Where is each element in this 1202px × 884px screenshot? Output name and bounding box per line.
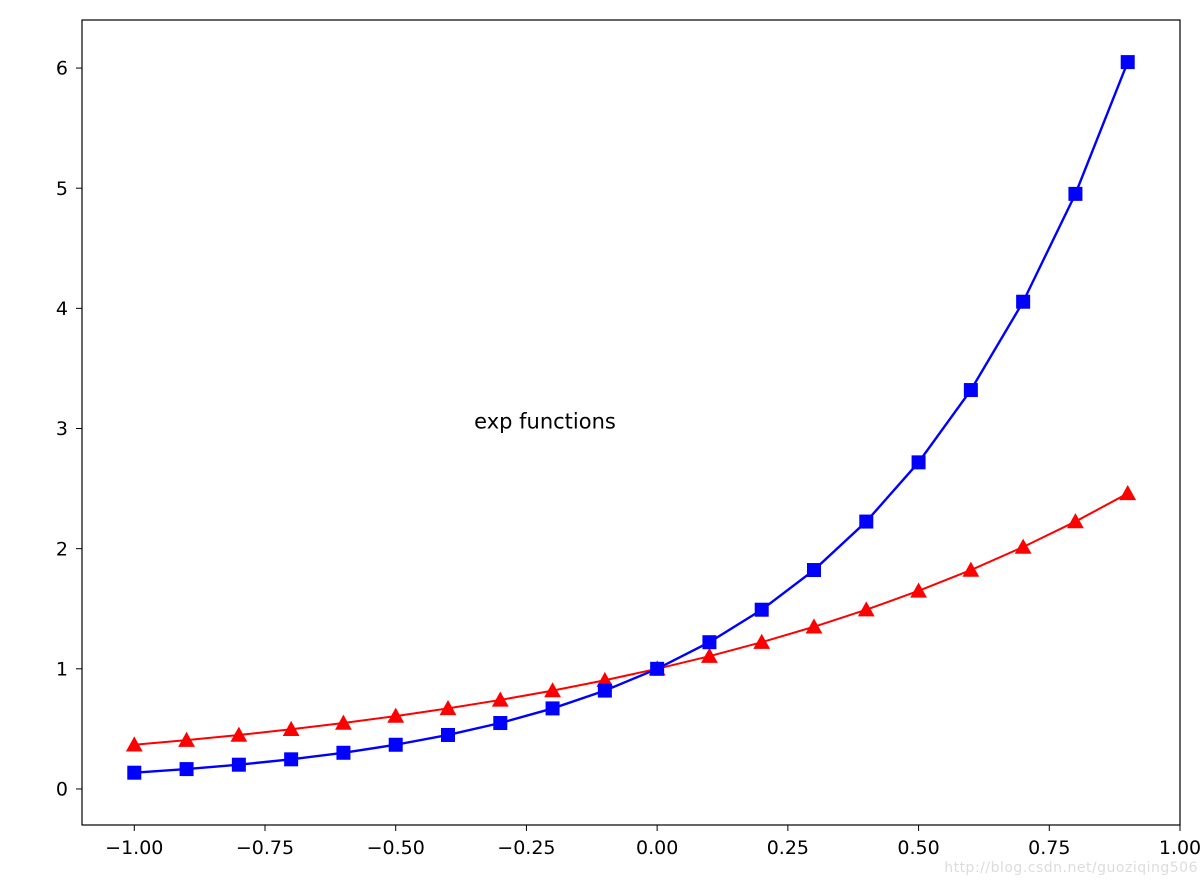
xtick-label: 1.00 xyxy=(1159,837,1201,859)
series-marker-square xyxy=(546,701,560,715)
series-marker-square xyxy=(1121,55,1135,69)
xtick-label: −1.00 xyxy=(105,837,163,859)
annotation-text: exp functions xyxy=(474,410,616,434)
series-marker-square xyxy=(598,684,612,698)
xtick-label: −0.50 xyxy=(367,837,425,859)
series-marker-square xyxy=(127,766,141,780)
series-marker-square xyxy=(389,738,403,752)
series-marker-square xyxy=(493,716,507,730)
ytick-label: 4 xyxy=(56,298,68,320)
series-marker-square xyxy=(702,635,716,649)
series-marker-square xyxy=(180,762,194,776)
series-marker-square xyxy=(284,752,298,766)
ytick-label: 3 xyxy=(56,418,68,440)
series-marker-square xyxy=(1068,187,1082,201)
ytick-label: 5 xyxy=(56,178,68,200)
series-marker-square xyxy=(807,563,821,577)
series-marker-square xyxy=(232,758,246,772)
ytick-label: 6 xyxy=(56,58,68,80)
xtick-label: 0.00 xyxy=(636,837,678,859)
ytick-label: 2 xyxy=(56,538,68,560)
xtick-label: 0.25 xyxy=(767,837,809,859)
ytick-label: 0 xyxy=(56,779,68,801)
xtick-label: −0.25 xyxy=(497,837,555,859)
xtick-label: 0.50 xyxy=(897,837,939,859)
xtick-label: 0.75 xyxy=(1028,837,1070,859)
series-marker-square xyxy=(1016,295,1030,309)
series-marker-square xyxy=(441,728,455,742)
exp-chart: −1.00 −0.75 −0.50 −0.25 0.00 0.25 0.50 0.75 1.00… xyxy=(0,0,1202,884)
series-marker-square xyxy=(912,455,926,469)
xtick-label: −0.75 xyxy=(236,837,294,859)
watermark-text: http://blog.csdn.net/guoziqing506 xyxy=(944,860,1198,876)
series-marker-square xyxy=(755,603,769,617)
series-marker-square xyxy=(336,746,350,760)
series-marker-square xyxy=(859,515,873,529)
ytick-label: 1 xyxy=(56,658,68,680)
series-marker-square xyxy=(650,662,664,676)
series-marker-square xyxy=(964,383,978,397)
